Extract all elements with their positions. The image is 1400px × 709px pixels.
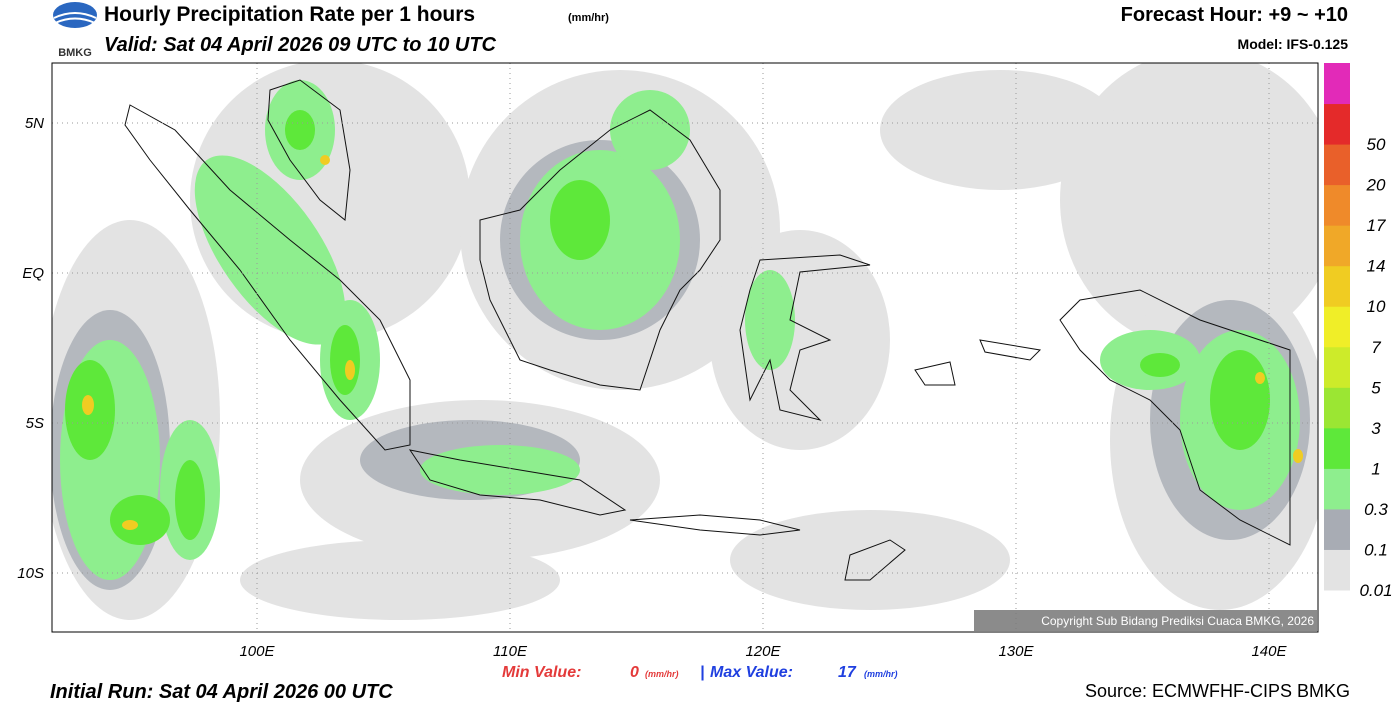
lat-label: 10S	[17, 565, 44, 582]
colorbar-label: 10	[1367, 297, 1386, 316]
colorbar-segment	[1324, 184, 1350, 226]
min-max: Min Value: 0 (mm/hr) | Max Value: 17 (mm…	[502, 664, 898, 681]
colorbar-label: 0.1	[1364, 540, 1388, 559]
colorbar-segment	[1324, 265, 1350, 307]
max-label: Max Value:	[710, 664, 793, 681]
colorbar-segment	[1324, 144, 1350, 186]
forecast-hour: Forecast Hour: +9 ~ +10	[1121, 4, 1348, 26]
max-value: 17	[838, 664, 857, 681]
colorbar-segment	[1324, 103, 1350, 145]
initial-run: Initial Run: Sat 04 April 2026 00 UTC	[50, 681, 393, 703]
min-value: 0	[630, 664, 639, 681]
min-label: Min Value:	[502, 664, 581, 681]
lon-label: 130E	[998, 643, 1034, 660]
colorbar-segment	[1324, 549, 1350, 591]
map: Copyright Sub Bidang Prediksi Cuaca BMKG…	[51, 62, 1319, 633]
colorbar-segment	[1324, 468, 1350, 510]
lat-label: 5N	[25, 115, 44, 132]
colorbar-label: 0.3	[1364, 500, 1388, 519]
source: Source: ECMWFHF-CIPS BMKG	[1085, 681, 1350, 701]
colorbar-segment	[1324, 508, 1350, 550]
valid-time: Valid: Sat 04 April 2026 09 UTC to 10 UT…	[104, 34, 497, 56]
very-heavy-rain	[82, 155, 1303, 530]
title-unit: (mm/hr)	[568, 12, 609, 24]
colorbar-label: 5	[1371, 378, 1381, 397]
max-unit: (mm/hr)	[864, 669, 898, 679]
logo: BMKG	[53, 2, 97, 59]
lon-label: 140E	[1251, 643, 1287, 660]
colorbar-segment	[1324, 346, 1350, 388]
axes: 100E 110E 120E 130E 140E 5N EQ 5S 10S	[17, 115, 1287, 660]
logo-text: BMKG	[58, 47, 92, 59]
colorbar-segment	[1324, 63, 1350, 105]
model: Model: IFS-0.125	[1238, 36, 1349, 52]
colorbar: 0.01 0.1 0.3 1 3 5 7 10 14 17 20 50	[1324, 63, 1393, 600]
colorbar-label: 7	[1371, 338, 1381, 357]
graticule	[52, 63, 1318, 632]
colorbar-label: 20	[1366, 176, 1386, 195]
colorbar-segment	[1324, 387, 1350, 429]
copyright: Copyright Sub Bidang Prediksi Cuaca BMKG…	[1041, 614, 1314, 628]
separator: |	[700, 664, 704, 681]
coastlines	[124, 79, 1291, 581]
colorbar-segment	[1324, 225, 1350, 267]
colorbar-label: 17	[1367, 216, 1386, 235]
lon-label: 110E	[493, 643, 528, 660]
min-unit: (mm/hr)	[645, 669, 679, 679]
lat-label: EQ	[22, 265, 44, 282]
lat-label: 5S	[26, 415, 44, 432]
lon-label: 120E	[745, 643, 781, 660]
colorbar-label: 0.01	[1359, 581, 1392, 600]
colorbar-segment	[1324, 306, 1350, 348]
colorbar-label: 50	[1367, 135, 1386, 154]
colorbar-segment	[1324, 427, 1350, 469]
title: Hourly Precipitation Rate per 1 hours	[104, 3, 475, 26]
colorbar-label: 14	[1367, 257, 1386, 276]
colorbar-label: 1	[1371, 459, 1380, 478]
lon-label: 100E	[239, 643, 275, 660]
colorbar-label: 3	[1371, 419, 1381, 438]
